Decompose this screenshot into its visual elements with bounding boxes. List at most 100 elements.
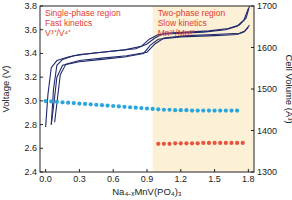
x-tick-label: 0.0 [39,174,52,184]
volume-point [128,105,132,109]
y-tick [40,100,43,101]
x-tick [45,169,46,172]
volume-point [72,101,76,105]
y-tick-label: 3.6 [24,25,37,35]
y-tick [40,148,43,149]
volume-point [162,142,166,146]
volume-point [49,99,53,103]
volume-point [241,141,245,145]
y-tick-label: 3.8 [24,1,37,11]
annotation: Mn²⁺/Mn³⁺ [158,28,196,38]
volume-point [134,106,138,110]
volume-point [66,101,70,105]
y-tick [40,172,43,173]
x-tick [147,169,148,172]
volume-point [201,141,205,145]
y-tick [40,53,43,54]
volume-point [235,141,239,145]
volume-point [190,141,194,145]
y-tick-label: 2.4 [24,167,37,177]
y-tick-label: 3.2 [24,72,37,82]
x-tick [180,169,181,172]
y2-tick [251,172,254,173]
y2-axis-label: Cell Volume (Å³) [284,54,292,123]
x-axis-label: Na₄₋ₓMnV(PO₄)₃ [112,186,182,197]
x-tick-label: 0.3 [73,174,86,184]
volume-point [229,141,233,145]
chart: 0.0 0.3 0.6 0.9 1.2 1.5 1.8 2.4 2.6 2.8 3.0 3.2 3.4 3… [0,0,292,200]
plot-frame [40,6,254,172]
data-group [44,6,250,146]
y-axis-label: Voltage (V) [0,66,11,113]
x-tick [214,169,215,172]
y-tick-label: 3.4 [24,48,37,58]
volume-point [207,108,211,112]
volume-point [94,103,98,107]
volume-point [201,108,205,112]
volume-point [224,141,228,145]
y-tick-label: 2.8 [24,120,37,130]
volume-point [105,104,109,108]
y-tick [40,124,43,125]
volume-point [162,108,166,112]
annotation: V³⁺/V⁴⁺ [45,28,71,38]
y2-tick [251,47,254,48]
volume-point [111,104,115,108]
volume-point [218,141,222,145]
volume-point [151,107,155,111]
volume-point [235,108,239,112]
y2-tick-label: 1600 [257,43,277,53]
annotation: Two-phase region [158,8,226,18]
volume-point [184,141,188,145]
x-tick-label: 0.9 [141,174,154,184]
volume-point [173,108,177,112]
annotation: Slow kinetics [158,18,207,28]
volume-point [196,141,200,145]
volume-point [89,102,93,106]
y2-tick [251,6,254,7]
volume-point [218,108,222,112]
x-tick-label: 1.8 [242,174,255,184]
volume-point [156,142,160,146]
volume-point [167,142,171,146]
volume-point [212,141,216,145]
x-tick-label: 1.2 [175,174,188,184]
volume-point [173,141,177,145]
y-tick-label: 3.0 [24,96,37,106]
volume-point [44,99,48,103]
volume-point [55,100,59,104]
volume-point [179,141,183,145]
annotation: Fast kinetics [45,18,92,28]
y-tick [40,29,43,30]
y-tick [40,6,43,7]
volume-point [224,108,228,112]
volume-point [77,101,81,105]
volume-point [184,108,188,112]
volume-point [229,108,233,112]
y2-tick [251,89,254,90]
volume-point [145,106,149,110]
volume-point [212,108,216,112]
volume-point [207,141,211,145]
x-tick-label: 1.5 [208,174,221,184]
y2-tick [251,130,254,131]
y2-tick-label: 1300 [257,167,277,177]
voltage-line [55,25,250,122]
volume-point [139,106,143,110]
volume-point [60,100,64,104]
annotation: Single-phase region [45,8,121,18]
x-tick-label: 0.6 [107,174,120,184]
volume-point [100,103,104,107]
volume-point [167,108,171,112]
x-tick [113,169,114,172]
volume-point [117,104,121,108]
volume-point [122,105,126,109]
y-tick-label: 2.6 [24,143,37,153]
volume-point [179,108,183,112]
y2-tick-label: 1700 [257,1,277,11]
volume-point [83,102,87,106]
y-tick [40,77,43,78]
x-tick [248,169,249,172]
volume-point [156,107,160,111]
volume-point [196,108,200,112]
